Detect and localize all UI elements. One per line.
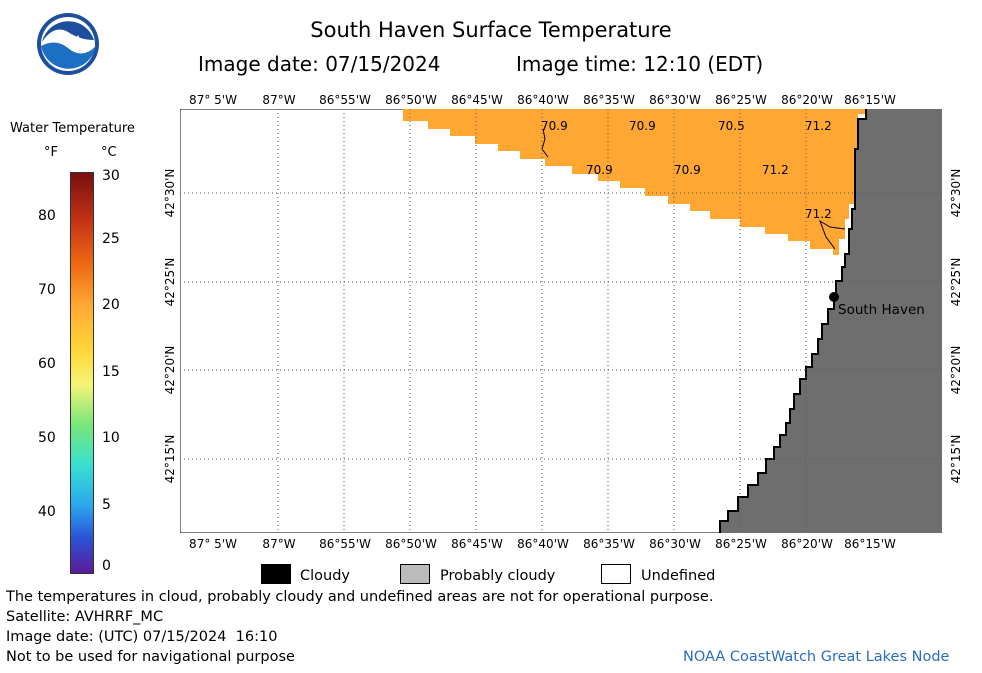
grid-lines	[180, 109, 942, 533]
temperature-label: 71.2	[762, 163, 789, 177]
lon-tick-bottom: 87° 5'W	[189, 537, 237, 551]
lon-tick-bottom: 86°40'W	[517, 537, 569, 551]
lon-tick-bottom: 86°20'W	[781, 537, 833, 551]
temperature-label: 70.5	[718, 119, 745, 133]
lon-tick-top: 87° 5'W	[189, 93, 237, 107]
lon-tick-bottom: 86°55'W	[319, 537, 371, 551]
image-time: Image time: 12:10 (EDT)	[516, 52, 764, 76]
map-title: South Haven Surface Temperature	[310, 18, 672, 42]
footer-satellite: Satellite: AVHRRF_MC	[6, 609, 164, 625]
lon-tick-top: 86°25'W	[715, 93, 767, 107]
lon-tick-top: 86°40'W	[517, 93, 569, 107]
lon-tick-bottom: 86°35'W	[583, 537, 635, 551]
lon-tick-top: 86°55'W	[319, 93, 371, 107]
lat-tick-right: 42°15'N	[949, 434, 963, 484]
footer-nav-warning: Not to be used for navigational purpose	[6, 649, 295, 665]
c-tick: 10	[102, 430, 120, 446]
legend-swatch-undefined	[601, 564, 631, 584]
c-tick: 5	[102, 497, 111, 513]
legend-label-cloudy: Cloudy	[300, 568, 350, 584]
lat-tick-right: 42°25'N	[949, 257, 963, 307]
temperature-label: 70.9	[586, 163, 613, 177]
temperature-label: 70.9	[674, 163, 701, 177]
scale-title: Water Temperature	[10, 121, 135, 136]
lon-tick-bottom: 86°25'W	[715, 537, 767, 551]
footer-note: The temperatures in cloud, probably clou…	[6, 589, 714, 605]
lat-tick-left: 42°15'N	[163, 434, 177, 484]
lon-tick-top: 86°20'W	[781, 93, 833, 107]
noaa-logo: NOAA	[37, 13, 99, 75]
lon-tick-top: 86°35'W	[583, 93, 635, 107]
lat-tick-right: 42°20'N	[949, 345, 963, 395]
f-tick: 40	[38, 504, 56, 520]
lon-tick-top: 86°50'W	[385, 93, 437, 107]
city-label: South Haven	[838, 302, 925, 318]
lon-tick-top: 86°30'W	[649, 93, 701, 107]
legend-swatch-cloudy	[261, 564, 291, 584]
f-tick: 60	[38, 356, 56, 372]
unit-celsius: °C	[101, 145, 117, 160]
lon-tick-bottom: 86°15'W	[844, 537, 896, 551]
f-tick: 70	[38, 282, 56, 298]
lat-tick-left: 42°30'N	[163, 168, 177, 218]
legend-label-undefined: Undefined	[641, 568, 716, 584]
temperature-colorbar	[70, 172, 94, 574]
legend-label-probably-cloudy: Probably cloudy	[440, 568, 556, 584]
logo-text: NOAA	[55, 35, 82, 45]
footer-credit: NOAA CoastWatch Great Lakes Node	[683, 649, 950, 665]
c-tick: 20	[102, 297, 120, 313]
image-date: Image date: 07/15/2024	[198, 52, 441, 76]
lat-tick-left: 42°25'N	[163, 257, 177, 307]
water-temperature-region	[403, 109, 866, 255]
footer-utc-date: Image date: (UTC) 07/15/2024 16:10	[6, 629, 278, 645]
map-area	[180, 109, 942, 533]
lon-tick-top: 87°W	[262, 93, 296, 107]
lon-tick-bottom: 86°30'W	[649, 537, 701, 551]
lon-tick-top: 86°15'W	[844, 93, 896, 107]
lat-tick-left: 42°20'N	[163, 345, 177, 395]
legend-swatch-probably-cloudy	[400, 564, 430, 584]
river	[541, 128, 549, 158]
lon-tick-top: 86°45'W	[451, 93, 503, 107]
c-tick: 30	[102, 168, 120, 184]
coastline	[719, 109, 867, 533]
temperature-label: 71.2	[805, 119, 832, 133]
river	[819, 219, 846, 250]
temperature-label: 70.9	[541, 119, 568, 133]
lat-tick-right: 42°30'N	[949, 168, 963, 218]
f-tick: 80	[38, 208, 56, 224]
lon-tick-bottom: 86°50'W	[385, 537, 437, 551]
lon-tick-bottom: 87°W	[262, 537, 296, 551]
c-tick: 0	[102, 558, 111, 574]
temperature-label: 71.2	[805, 207, 832, 221]
c-tick: 25	[102, 231, 120, 247]
c-tick: 15	[102, 364, 120, 380]
land-area	[720, 109, 942, 533]
lon-tick-bottom: 86°45'W	[451, 537, 503, 551]
temperature-label: 70.9	[629, 119, 656, 133]
city-marker	[829, 292, 839, 302]
f-tick: 50	[38, 430, 56, 446]
unit-fahrenheit: °F	[44, 145, 58, 160]
